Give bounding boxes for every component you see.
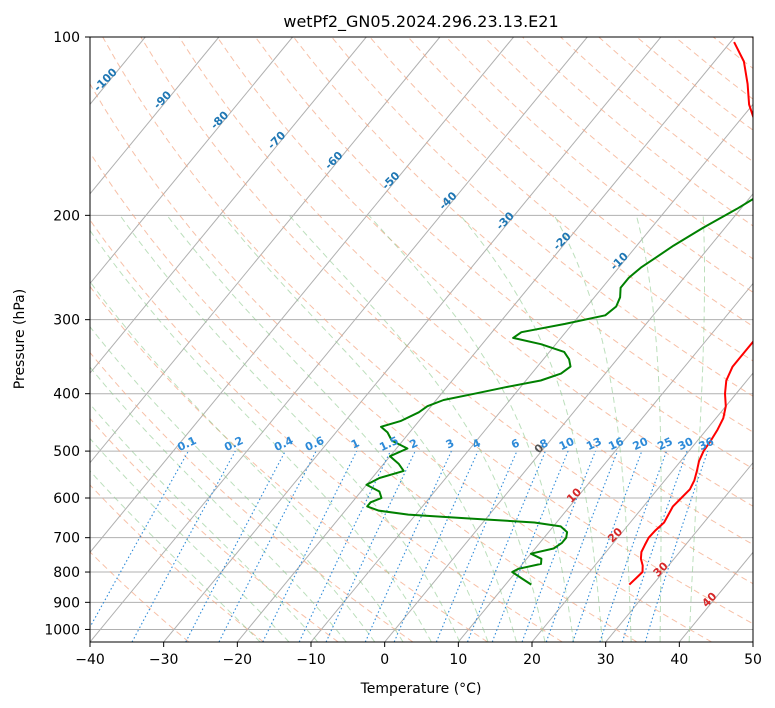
dry-adiabat-line — [90, 151, 638, 642]
moist-adiabat-line — [553, 215, 632, 642]
x-tick-label: −30 — [149, 652, 179, 668]
y-tick-label: 100 — [53, 30, 80, 46]
y-tick-label: 500 — [53, 444, 80, 460]
isotherm-line — [605, 461, 753, 642]
y-tick-label: 300 — [53, 313, 80, 329]
mixing-ratio-line — [218, 450, 317, 642]
isotherm-line — [90, 37, 588, 642]
moist-adiabat-line — [119, 215, 461, 642]
mixing-ratio-line — [644, 450, 709, 642]
isotherm-line — [531, 372, 753, 642]
mixing-ratio-label: 10 — [557, 435, 577, 453]
mixing-ratio-line — [435, 450, 518, 642]
background-lines — [90, 37, 753, 642]
dry-adiabat-line — [90, 351, 414, 642]
moist-adiabat-line — [368, 214, 575, 642]
moist-adiabat-line — [90, 280, 404, 642]
dry-adiabat-line — [90, 285, 488, 642]
isotherm-line — [90, 37, 367, 374]
y-tick-label: 700 — [53, 531, 80, 547]
x-tick-label: −20 — [223, 652, 253, 668]
y-tick-label: 400 — [53, 387, 80, 403]
mixing-ratio-line — [90, 450, 189, 629]
mixing-ratio-line — [599, 450, 668, 642]
isotherm-line — [90, 37, 514, 554]
x-axis: −40 −30 −20 −10 0 10 20 30 40 50 — [75, 642, 762, 668]
profile-lines — [365, 41, 753, 586]
mixing-ratio-label: 36 — [697, 435, 717, 453]
mixing-ratio-label: 30 — [676, 435, 696, 453]
isotherm-line — [90, 37, 220, 195]
x-tick-label: 50 — [744, 652, 762, 668]
mixing-ratio-line — [621, 450, 688, 642]
moist-adiabat-line — [460, 214, 603, 642]
mixing-ratio-label: 13 — [584, 435, 603, 453]
y-tick-label: 1000 — [44, 622, 80, 638]
moist-adiabat-line — [90, 366, 347, 642]
y-tick-label: 600 — [53, 491, 80, 507]
mixing-ratio-label: 25 — [655, 435, 674, 453]
y-axis: 100 200 300 400 500 600 700 800 900 1000 — [44, 30, 90, 638]
dry-adiabat-line — [90, 551, 190, 642]
mixing-ratio-label: 20 — [631, 435, 651, 453]
dry-adiabat-line — [90, 417, 339, 642]
x-tick-label: 20 — [523, 652, 541, 668]
isotherm-line — [90, 37, 441, 464]
x-tick-label: 30 — [597, 652, 615, 668]
mixing-ratio-line — [491, 450, 569, 642]
isotherm-line — [310, 103, 753, 642]
mixing-ratio-line — [545, 450, 619, 642]
moist-adiabat-line — [90, 325, 376, 642]
mixing-ratio-line — [572, 450, 643, 642]
x-tick-label: −10 — [296, 652, 326, 668]
moist-adiabat-line — [166, 214, 489, 642]
mixing-ratio-label: 16 — [606, 435, 626, 453]
isotherm-line — [384, 193, 753, 642]
mixing-ratio-line — [521, 450, 597, 642]
dry-adiabat-line — [216, 37, 753, 507]
mixing-ratio-line — [131, 450, 236, 642]
dry-adiabat-line — [331, 37, 753, 397]
dewpoint-profile-line — [365, 197, 753, 586]
dry-adiabat-line — [369, 37, 753, 362]
y-tick-label: 800 — [53, 565, 80, 581]
y-axis-title: Pressure (hPa) — [12, 289, 28, 389]
x-tick-label: −40 — [75, 652, 105, 668]
moist-adiabat-line — [288, 214, 546, 642]
moist-adiabat-line — [90, 470, 261, 642]
x-axis-title: Temperature (°C) — [360, 681, 482, 697]
dry-adiabat-line — [254, 37, 753, 470]
x-tick-label: 0 — [380, 652, 389, 668]
isotherm-line — [90, 37, 293, 285]
isotherm-line — [163, 37, 662, 642]
dry-adiabat-line — [293, 37, 753, 433]
isotherm-line — [457, 282, 753, 642]
dry-adiabat-line — [90, 83, 712, 642]
isotherm-line — [236, 37, 735, 642]
mixing-ratio-line — [364, 450, 452, 642]
x-tick-label: 40 — [670, 652, 688, 668]
temperature-profile-line — [628, 41, 753, 586]
y-tick-label: 900 — [53, 595, 80, 611]
y-tick-label: 200 — [53, 208, 80, 224]
chart-title: wetPf2_GN05.2024.296.23.13.E21 — [283, 12, 558, 32]
moist-adiabat-line — [635, 215, 662, 642]
dry-adiabat-line — [90, 484, 264, 642]
dry-adiabat-line — [90, 219, 563, 642]
mixing-ratio-line — [393, 450, 479, 642]
moist-adiabat-line — [688, 215, 705, 642]
mixing-ratio-line — [262, 450, 358, 642]
x-tick-label: 10 — [449, 652, 467, 668]
plot-frame — [89, 36, 754, 643]
moist-adiabat-line — [90, 403, 319, 642]
moist-adiabat-line — [90, 437, 290, 642]
moist-adiabat-line — [222, 214, 517, 642]
mixing-ratio-line — [466, 450, 546, 642]
